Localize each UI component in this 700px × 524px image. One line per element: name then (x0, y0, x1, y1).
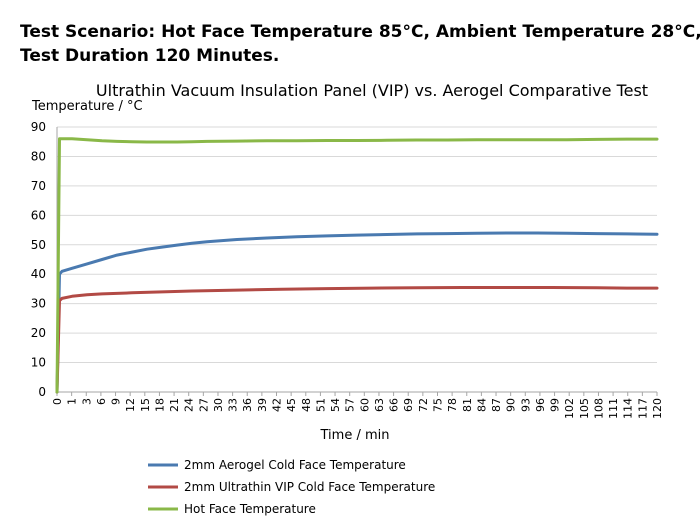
x-tick-label: 105 (578, 398, 591, 419)
x-tick-label: 60 (358, 398, 371, 412)
x-tick-label: 75 (431, 398, 444, 412)
x-tick-label: 57 (344, 398, 357, 412)
x-axis-label: Time / min (320, 428, 390, 443)
y-tick-label: 30 (31, 297, 46, 311)
x-tick-label: 63 (373, 398, 386, 412)
x-tick-label: 51 (314, 398, 327, 412)
scenario-line-2: Test Duration 120 Minutes. (20, 46, 280, 66)
y-tick-label: 70 (31, 179, 46, 193)
series-lines (55, 137, 659, 394)
x-tick-label: 87 (490, 398, 503, 412)
series-line-3 (55, 137, 659, 394)
x-tick-label: 36 (241, 398, 254, 412)
y-tick-label: 90 (31, 120, 46, 134)
legend-entry: 2mm Ultrathin VIP Cold Face Temperature (184, 480, 435, 494)
x-tick-label: 3 (80, 398, 93, 405)
x-tick-label: 66 (388, 398, 401, 412)
x-tick-label: 0 (51, 398, 64, 405)
x-tick-label: 84 (475, 398, 488, 412)
y-tick-label: 0 (38, 385, 46, 399)
y-tick-label: 50 (31, 238, 46, 252)
x-tick-label: 24 (183, 398, 196, 412)
y-tick-label: 60 (31, 208, 46, 222)
x-tick-label: 33 (227, 398, 240, 412)
x-tick-label: 108 (592, 398, 605, 419)
legend-entry: Hot Face Temperature (184, 502, 316, 516)
x-tick-label: 18 (153, 398, 166, 412)
x-tick-label: 6 (95, 398, 108, 405)
x-tick-label: 81 (461, 398, 474, 412)
x-tick-label: 111 (607, 398, 620, 419)
y-tick-label: 40 (31, 267, 46, 281)
x-tick-label: 120 (651, 398, 664, 419)
y-tick-label: 10 (31, 356, 46, 370)
legend: 2mm Aerogel Cold Face Temperature 2mm Ult… (148, 458, 435, 516)
x-tick-label: 27 (197, 398, 210, 412)
x-tick-label: 117 (636, 398, 649, 419)
x-tick-labels: 0 1 3 6 9 12 15 18 21 24 27 30 33 36 39 42 45 48 51 54 57 60 6… (51, 392, 664, 419)
x-tick-label: 102 (563, 398, 576, 419)
grid-lines (57, 126, 657, 364)
series-line-1 (55, 231, 659, 394)
x-tick-label: 96 (534, 398, 547, 412)
legend-entry: 2mm Aerogel Cold Face Temperature (184, 458, 406, 472)
x-tick-label: 39 (256, 398, 269, 412)
scenario-line-1: Test Scenario: Hot Face Temperature 85°C… (20, 22, 700, 42)
series-line-2 (55, 286, 659, 394)
x-tick-label: 78 (446, 398, 459, 412)
x-tick-label: 90 (505, 398, 518, 412)
x-tick-label: 54 (329, 398, 342, 412)
x-tick-label: 48 (300, 398, 313, 412)
x-tick-label: 93 (519, 398, 532, 412)
chart-title: Ultrathin Vacuum Insulation Panel (VIP) … (96, 81, 648, 100)
y-axis-label: Temperature / °C (31, 99, 143, 114)
x-tick-label: 69 (402, 398, 415, 412)
x-tick-label: 45 (285, 398, 298, 412)
x-tick-label: 99 (549, 398, 562, 412)
x-tick-label: 15 (139, 398, 152, 412)
test-scenario-header: Test Scenario: Hot Face Temperature 85°C… (20, 20, 700, 68)
x-tick-label: 114 (622, 398, 635, 419)
y-tick-label: 20 (31, 326, 46, 340)
x-tick-label: 30 (212, 398, 225, 412)
y-tick-labels: 0 10 20 30 40 50 60 70 80 90 (31, 120, 46, 399)
x-tick-label: 72 (417, 398, 430, 412)
x-tick-label: 9 (110, 398, 123, 405)
x-tick-label: 12 (124, 398, 137, 412)
x-tick-label: 1 (66, 398, 79, 405)
x-tick-label: 42 (271, 398, 284, 412)
axes (56, 127, 657, 393)
y-tick-label: 80 (31, 149, 46, 163)
x-tick-label: 21 (168, 398, 181, 412)
